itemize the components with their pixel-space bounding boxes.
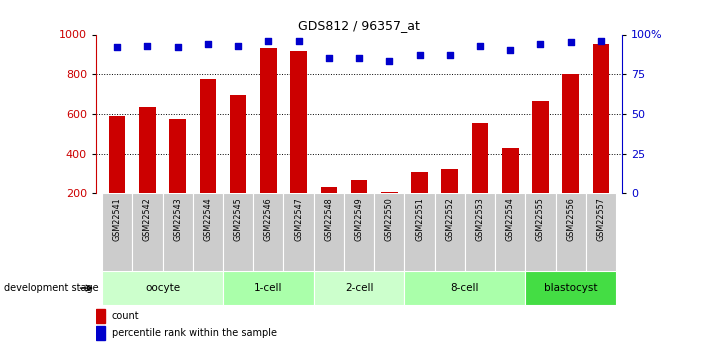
Bar (260, 48, 277, 233)
Point (384, 59, 395, 64)
Point (474, 43, 486, 48)
Bar (525, 193, 555, 278)
Text: percentile rank within the sample: percentile rank within the sample (112, 328, 277, 338)
Bar (132, 193, 163, 278)
Text: GSM22545: GSM22545 (234, 197, 242, 241)
Bar (230, 95, 247, 233)
Bar (96, 309, 105, 323)
Text: oocyte: oocyte (145, 283, 180, 293)
Bar (555, 193, 586, 278)
Bar (381, 192, 397, 233)
Point (202, 41, 213, 47)
Bar (102, 271, 223, 305)
Bar (532, 101, 549, 233)
Bar (102, 193, 132, 278)
Bar (163, 193, 193, 278)
Text: 8-cell: 8-cell (451, 283, 479, 293)
Text: GSM22557: GSM22557 (597, 197, 606, 241)
Text: GSM22541: GSM22541 (112, 197, 122, 241)
Text: GSM22548: GSM22548 (324, 197, 333, 241)
Bar (471, 123, 488, 233)
Text: GSM22549: GSM22549 (355, 197, 363, 241)
Title: GDS812 / 96357_at: GDS812 / 96357_at (298, 19, 420, 32)
Point (293, 38, 304, 43)
Bar (96, 326, 105, 340)
Bar (314, 193, 344, 278)
Bar (405, 271, 525, 305)
Bar (434, 193, 465, 278)
Text: GSM22555: GSM22555 (536, 197, 545, 241)
Text: GSM22553: GSM22553 (476, 197, 484, 241)
Point (172, 45, 183, 50)
Bar (351, 180, 368, 233)
Bar (502, 148, 518, 233)
Bar (465, 193, 495, 278)
Text: 1-cell: 1-cell (254, 283, 282, 293)
Text: GSM22554: GSM22554 (506, 197, 515, 241)
Text: GSM22542: GSM22542 (143, 197, 152, 241)
Bar (314, 271, 405, 305)
Bar (586, 193, 616, 278)
Point (595, 38, 606, 43)
Bar (411, 172, 428, 233)
Text: 2-cell: 2-cell (345, 283, 373, 293)
Point (112, 45, 123, 50)
Bar (290, 51, 307, 233)
Text: GSM22546: GSM22546 (264, 197, 273, 241)
Text: GSM22552: GSM22552 (445, 197, 454, 241)
Bar (562, 74, 579, 233)
Bar (374, 193, 405, 278)
Bar (321, 187, 337, 233)
Text: GSM22544: GSM22544 (203, 197, 213, 241)
Bar (525, 271, 616, 305)
Point (323, 56, 334, 61)
Text: GSM22543: GSM22543 (173, 197, 182, 241)
Point (353, 56, 365, 61)
Text: count: count (112, 311, 139, 321)
Text: GSM22551: GSM22551 (415, 197, 424, 241)
Text: blastocyst: blastocyst (544, 283, 597, 293)
Bar (169, 119, 186, 233)
Point (535, 41, 546, 47)
Bar (109, 116, 125, 233)
Text: GSM22556: GSM22556 (566, 197, 575, 241)
Text: GSM22547: GSM22547 (294, 197, 303, 241)
Point (565, 40, 577, 45)
Bar (442, 169, 458, 233)
Bar (405, 193, 434, 278)
Bar (139, 107, 156, 233)
Point (444, 52, 456, 58)
Bar (593, 45, 609, 233)
Bar (495, 193, 525, 278)
Bar (284, 193, 314, 278)
Bar (344, 193, 374, 278)
Text: development stage: development stage (4, 283, 98, 293)
Bar (223, 193, 253, 278)
Bar (200, 79, 216, 233)
Point (505, 48, 516, 53)
Bar (253, 193, 284, 278)
Text: GSM22550: GSM22550 (385, 197, 394, 241)
Bar (223, 271, 314, 305)
Point (232, 43, 244, 48)
Point (262, 38, 274, 43)
Point (141, 43, 153, 48)
Point (414, 52, 425, 58)
Bar (193, 193, 223, 278)
